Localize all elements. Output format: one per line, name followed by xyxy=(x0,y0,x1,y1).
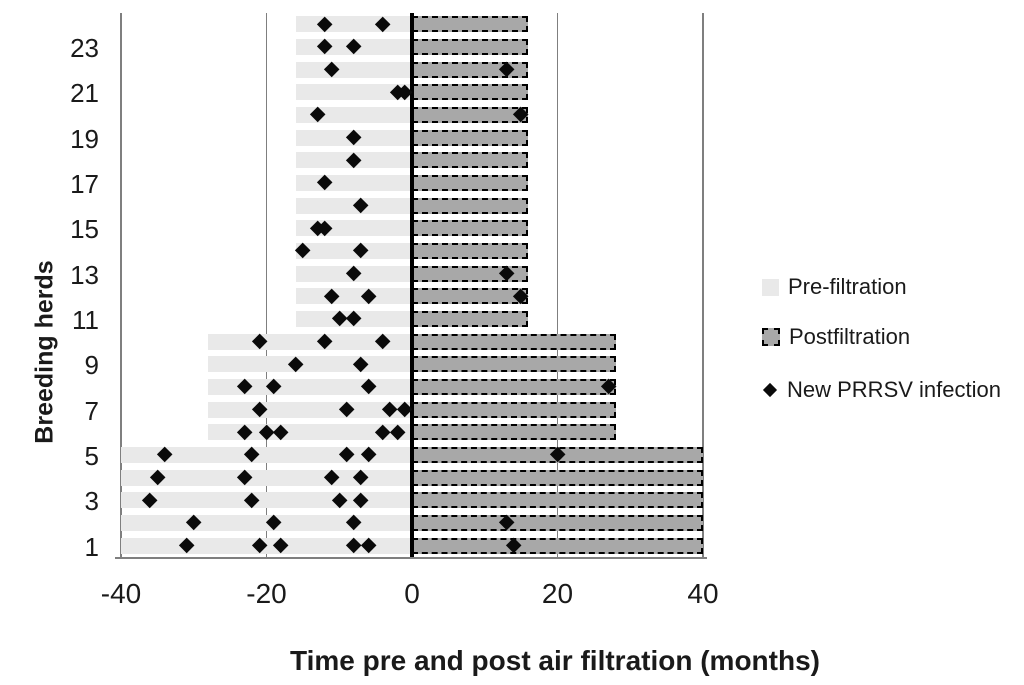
postfiltration-bar xyxy=(412,288,529,305)
pre-filtration-bar xyxy=(121,469,412,486)
y-tick-label: 15 xyxy=(70,214,99,245)
gridline xyxy=(702,13,704,558)
postfiltration-bar xyxy=(412,39,529,55)
gridline xyxy=(120,13,122,558)
x-tick-label: -40 xyxy=(100,578,142,609)
postfiltration-bar xyxy=(412,107,529,123)
postfiltration-bar xyxy=(412,220,529,237)
postfiltration-bar xyxy=(412,311,529,327)
postfiltration-bar xyxy=(412,129,529,146)
pre-filtration-bar xyxy=(121,447,412,463)
legend-item-pre-filtration: Pre-filtration xyxy=(762,274,907,300)
pre-filtration-bar xyxy=(295,288,412,305)
x-axis-line xyxy=(115,556,707,559)
postfiltration-swatch-icon xyxy=(762,328,780,346)
postfiltration-bar xyxy=(412,356,616,373)
postfiltration-bar xyxy=(412,401,616,418)
gridline xyxy=(556,13,559,558)
postfiltration-bar xyxy=(412,243,529,259)
pre-filtration-bar xyxy=(208,379,412,395)
y-tick-label: 23 xyxy=(70,33,99,63)
y-axis-title: Breeding herds xyxy=(30,260,59,444)
pre-filtration-bar xyxy=(295,84,412,101)
y-tick-label: 19 xyxy=(70,123,99,154)
pre-filtration-bar xyxy=(208,356,412,373)
legend-label: Postfiltration xyxy=(789,324,911,349)
postfiltration-bar xyxy=(412,175,529,191)
legend-label: New PRRSV infection xyxy=(787,377,1001,402)
postfiltration-bar xyxy=(412,537,703,554)
postfiltration-bar xyxy=(412,379,616,395)
y-tick-label: 9 xyxy=(84,350,99,381)
legend-item-postfiltration: Postfiltration xyxy=(762,324,910,350)
pre-filtration-bar xyxy=(295,61,412,78)
x-tick-label: 0 xyxy=(404,578,420,609)
postfiltration-bar xyxy=(412,424,616,441)
gridline xyxy=(265,13,268,558)
y-tick-label: 11 xyxy=(72,305,99,335)
y-tick-label: 7 xyxy=(84,395,99,426)
legend-label: Pre-filtration xyxy=(788,274,907,299)
x-tick-label: 20 xyxy=(541,578,574,609)
y-tick-label: 13 xyxy=(70,259,99,290)
y-tick-label: 17 xyxy=(70,169,99,199)
postfiltration-bar xyxy=(412,16,529,33)
postfiltration-bar xyxy=(412,84,529,101)
legend-item-new-prrsv-infection: New PRRSV infection xyxy=(762,377,1001,403)
postfiltration-bar xyxy=(412,197,529,214)
postfiltration-bar xyxy=(412,515,703,531)
postfiltration-bar xyxy=(412,333,616,350)
pre-filtration-bar xyxy=(295,175,412,191)
pre-filtration-swatch-icon xyxy=(762,278,779,296)
y-tick-label: 3 xyxy=(84,486,99,517)
y-tick-label: 21 xyxy=(70,78,99,109)
y-tick-label: 5 xyxy=(84,441,99,471)
pre-filtration-bar xyxy=(295,107,412,123)
x-tick-label: -20 xyxy=(246,578,287,609)
postfiltration-bar xyxy=(412,152,529,169)
x-axis-title: Time pre and post air filtration (months… xyxy=(290,645,820,676)
zero-axis-line xyxy=(409,13,415,559)
x-tick-label: 40 xyxy=(687,578,719,609)
postfiltration-bar xyxy=(412,492,703,509)
pre-filtration-bar xyxy=(295,16,412,33)
y-tick-label: 1 xyxy=(84,531,99,562)
postfiltration-bar xyxy=(412,469,703,486)
pre-filtration-bar xyxy=(208,424,412,441)
diamond-icon xyxy=(762,382,778,398)
